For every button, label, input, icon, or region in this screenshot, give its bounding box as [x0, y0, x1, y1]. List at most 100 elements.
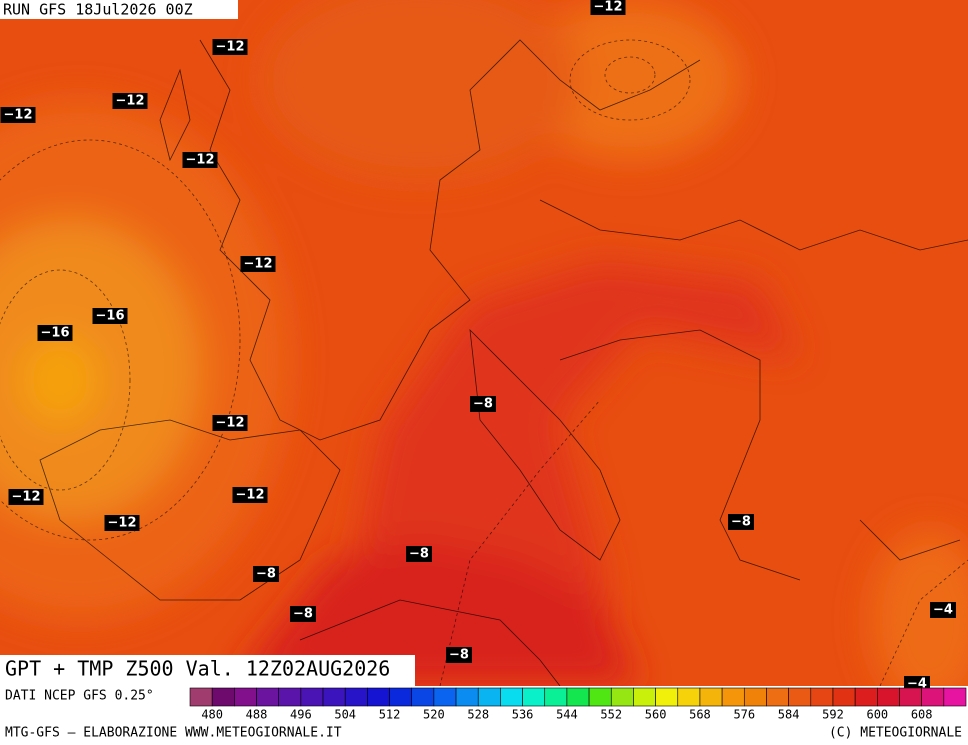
- colorbar-swatch: [367, 687, 390, 707]
- colorbar-swatch: [877, 687, 900, 707]
- colorbar-tick-label: 480: [201, 708, 223, 722]
- colorbar-swatch: [522, 687, 546, 707]
- colorbar-swatch: [278, 687, 302, 707]
- colorbar-tick-label: 528: [467, 708, 489, 722]
- contour-label-text: −12: [116, 94, 145, 109]
- contour-label: −8: [728, 514, 754, 530]
- source-label: DATI NCEP GFS 0.25°: [5, 689, 154, 704]
- contour-label-box: [728, 514, 754, 530]
- contour-label-box: [470, 396, 496, 412]
- contour-label-box: [212, 415, 248, 431]
- colorbar-tick-label: 600: [866, 708, 888, 722]
- contour-label-box: [240, 256, 276, 272]
- contour-label-text: −8: [256, 567, 276, 582]
- colorbar-tick-label: 536: [512, 708, 534, 722]
- colorbar-swatch: [588, 687, 612, 707]
- colorbar-swatch: [610, 687, 634, 707]
- colorbar-swatch: [788, 687, 812, 707]
- contour-label-box: [406, 546, 432, 562]
- footer-left: MTG-GFS — ELABORAZIONE WWW.METEOGIORNALE…: [5, 726, 342, 741]
- contour-label: −8: [446, 647, 472, 663]
- contour-label-box: [37, 325, 73, 341]
- colorbar-tick-label: 544: [556, 708, 578, 722]
- contour-label-text: −12: [236, 488, 265, 503]
- contour-label-text: −4: [933, 603, 953, 618]
- contour-label: −12: [182, 152, 218, 168]
- contour-label-box: [590, 0, 626, 15]
- contour-label-box: [232, 487, 268, 503]
- colorbar-swatch: [633, 687, 656, 707]
- colorbar-swatch: [344, 687, 368, 707]
- colorbar-tick-label: 576: [733, 708, 755, 722]
- contour-label: −8: [253, 566, 279, 582]
- colorbar-swatch: [234, 687, 257, 707]
- contour-label-text: −8: [731, 515, 751, 530]
- contour-label: −12: [0, 107, 36, 123]
- colorbar-swatch: [832, 687, 856, 707]
- colorbar-swatch: [854, 687, 878, 707]
- colorbar-tick-label: 584: [778, 708, 800, 722]
- contour-label-box: [112, 93, 148, 109]
- contour-label: −12: [240, 256, 276, 272]
- colorbar-tick-label: 496: [290, 708, 312, 722]
- colorbar: 480 488 496 504 512 520 528 536 544 552 560 568 576 5…: [189, 687, 967, 722]
- contour-label-text: −8: [293, 607, 313, 622]
- contour-label: −12: [590, 0, 626, 15]
- contour-label-box: [212, 39, 248, 55]
- contour-label: −8: [406, 546, 432, 562]
- colorbar-tick-label: 560: [645, 708, 667, 722]
- footer-right: (C) METEOGIORNALE: [829, 726, 962, 741]
- colorbar-tick-label: 488: [246, 708, 268, 722]
- header-box: [0, 0, 238, 19]
- colorbar-swatch: [322, 687, 346, 707]
- contour-label: −16: [92, 308, 128, 324]
- colorbar-swatch: [810, 687, 834, 707]
- contour-label-box: [290, 606, 316, 622]
- colorbar-swatch: [211, 687, 235, 707]
- colorbar-swatch: [721, 687, 745, 707]
- contour-label: −12: [8, 489, 44, 505]
- contour-label: −8: [290, 606, 316, 622]
- colorbar-tick-label: 520: [423, 708, 445, 722]
- colorbar-tick-label: 592: [822, 708, 844, 722]
- contour-label: −4: [930, 602, 956, 618]
- map-field: [0, 0, 968, 686]
- contour-label-box: [0, 107, 36, 123]
- colorbar-swatch: [455, 687, 479, 707]
- contour-label-box: [8, 489, 44, 505]
- contour-label-text: −12: [594, 0, 623, 15]
- contour-label-text: −12: [108, 516, 137, 531]
- colorbar-swatch: [189, 687, 213, 707]
- contour-label-text: −8: [409, 547, 429, 562]
- contour-label-box: [182, 152, 218, 168]
- contour-label: −12: [212, 415, 248, 431]
- colorbar-swatch: [256, 687, 279, 707]
- colorbar-tick-label: 552: [600, 708, 622, 722]
- colorbar-swatch: [943, 687, 967, 707]
- contour-label-text: −8: [473, 397, 493, 412]
- contour-label: −12: [232, 487, 268, 503]
- colorbar-swatch: [677, 687, 701, 707]
- colorbar-swatch: [544, 687, 568, 707]
- contour-label-text: −16: [41, 326, 70, 341]
- contour-labels: −12 −12 −12 −12 −12 −12 −12 −12 −12 −12 −16 −16 −8 −8…: [0, 0, 956, 692]
- contour-label-box: [446, 647, 472, 663]
- colorbar-swatch: [766, 687, 789, 707]
- colorbar-swatch: [433, 687, 457, 707]
- contour-label-box: [104, 515, 140, 531]
- contour-label-box: [92, 308, 128, 324]
- contour-label-box: [253, 566, 279, 582]
- contour-label-text: −12: [186, 153, 215, 168]
- colorbar-swatch: [411, 687, 435, 707]
- colorbar-swatch: [921, 687, 945, 707]
- colorbar-tick-label: 608: [911, 708, 933, 722]
- colorbar-tick-label: 504: [334, 708, 356, 722]
- contour-label-text: −8: [449, 648, 469, 663]
- colorbar-swatch: [655, 687, 679, 707]
- contour-label: −12: [212, 39, 248, 55]
- contour-label: −8: [470, 396, 496, 412]
- contour-label: −12: [112, 93, 148, 109]
- contour-label-text: −12: [216, 40, 245, 55]
